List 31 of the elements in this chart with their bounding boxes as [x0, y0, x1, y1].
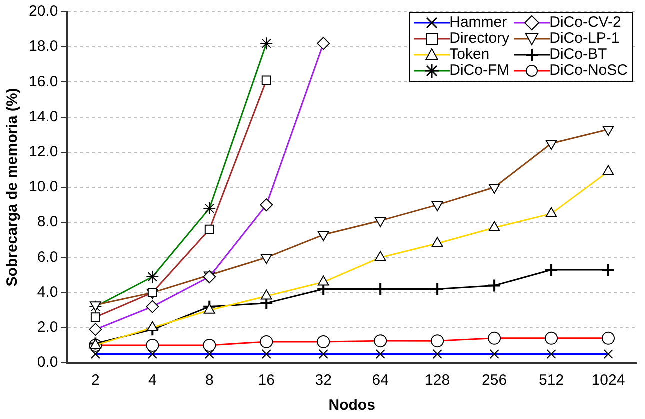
x-axis-title: Nodos — [328, 397, 376, 414]
x-tick-label: 8 — [205, 372, 214, 390]
x-tick-label: 64 — [372, 372, 389, 390]
x-tick-label: 16 — [258, 372, 275, 390]
legend-label: DiCo-CV-2 — [550, 14, 622, 31]
x-tick-label: 32 — [315, 372, 332, 390]
y-tick-label: 16.0 — [28, 73, 58, 90]
x-tick-label: 128 — [425, 372, 450, 390]
y-tick-label: 0.0 — [37, 354, 58, 372]
y-tick-label: 18.0 — [28, 38, 58, 56]
legend-label: Token — [450, 46, 490, 64]
y-tick-label: 10.0 — [28, 178, 58, 196]
x-tick-label: 4 — [148, 372, 157, 390]
y-tick-label: 6.0 — [37, 248, 58, 266]
legend-label: DiCo-FM — [450, 62, 510, 80]
legend-label: DiCo-LP-1 — [550, 30, 620, 48]
legend-label: DiCo-BT — [550, 46, 608, 64]
x-tick-label: 1024 — [592, 372, 626, 390]
y-axis-title: Sobrecarga de memoria (%) — [4, 88, 22, 287]
x-tick-label: 512 — [539, 372, 564, 390]
y-tick-label: 12.0 — [28, 144, 58, 161]
x-tick-label: 2 — [92, 372, 100, 390]
y-tick-label: 14.0 — [28, 108, 58, 126]
y-tick-label: 2.0 — [37, 319, 58, 336]
y-tick-label: 4.0 — [37, 284, 58, 301]
y-tick-label: 8.0 — [37, 214, 58, 231]
legend-label: DiCo-NoSC — [550, 62, 628, 80]
y-tick-label: 20.0 — [28, 3, 58, 20]
legend-label: Hammer — [450, 14, 508, 31]
legend-label: Directory — [450, 30, 510, 48]
x-tick-label: 256 — [482, 372, 508, 390]
